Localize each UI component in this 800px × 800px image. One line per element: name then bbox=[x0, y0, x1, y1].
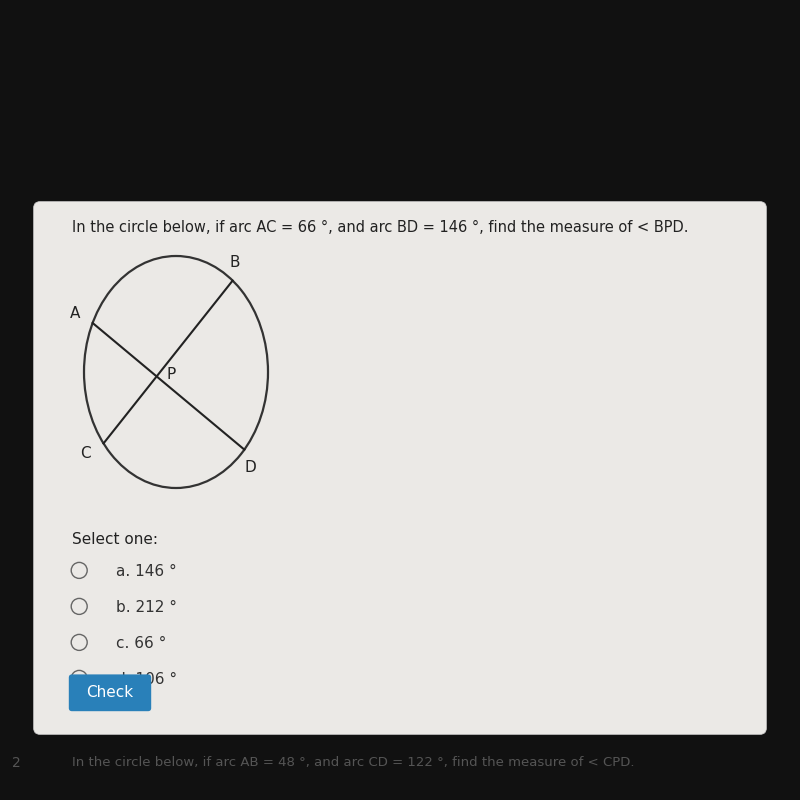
Text: C: C bbox=[81, 446, 91, 461]
Text: Select one:: Select one: bbox=[72, 532, 158, 547]
Text: In the circle below, if arc AC = 66 °, and arc BD = 146 °, find the measure of <: In the circle below, if arc AC = 66 °, a… bbox=[72, 220, 689, 235]
Text: 2: 2 bbox=[12, 756, 21, 770]
Text: a. 146 °: a. 146 ° bbox=[116, 564, 177, 579]
Text: P: P bbox=[166, 367, 176, 382]
Text: d. 106 °: d. 106 ° bbox=[116, 672, 177, 687]
Text: In the circle below, if arc AB = 48 °, and arc CD = 122 °, find the measure of <: In the circle below, if arc AB = 48 °, a… bbox=[72, 756, 634, 769]
Text: D: D bbox=[245, 460, 257, 474]
FancyBboxPatch shape bbox=[69, 674, 151, 711]
Text: b. 212 °: b. 212 ° bbox=[116, 600, 177, 615]
Text: A: A bbox=[70, 306, 80, 321]
Text: B: B bbox=[230, 255, 240, 270]
FancyBboxPatch shape bbox=[34, 202, 766, 734]
Text: Check: Check bbox=[86, 686, 134, 700]
Bar bbox=[0, 0, 800, 216]
Text: c. 66 °: c. 66 ° bbox=[116, 636, 166, 651]
